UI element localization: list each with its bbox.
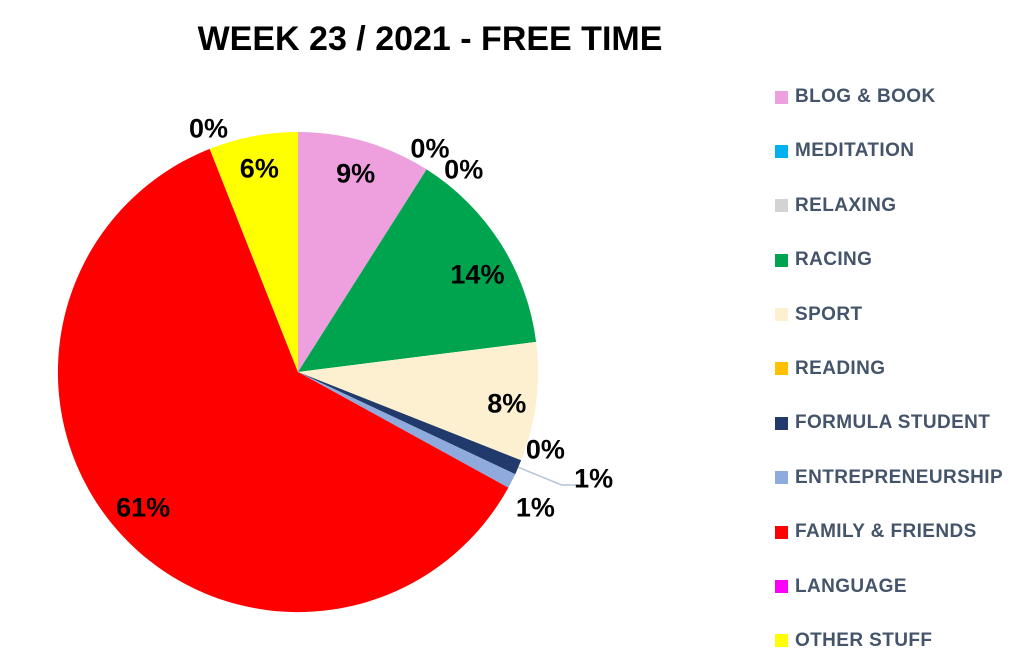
pie-slice-racing: [298, 169, 537, 372]
legend-swatch-meditation: [775, 144, 788, 158]
pie-label-meditation: 0%: [410, 133, 450, 164]
chart-title: WEEK 23 / 2021 - FREE TIME: [197, 20, 663, 58]
pie-label-sport: 8%: [487, 388, 527, 419]
legend-swatch-language: [775, 580, 788, 594]
pie-label-racing: 14%: [450, 259, 505, 290]
pie-label-reading: 0%: [525, 434, 565, 464]
pie-label-blog-book: 9%: [336, 158, 376, 189]
legend-item-racing: RACING: [775, 249, 1003, 271]
legend-item-meditation: MEDITATION: [775, 140, 1003, 162]
pie-label-entrepreneurship: 1%: [515, 492, 555, 523]
legend-label-reading: READING: [795, 357, 886, 379]
legend-item-language: LANGUAGE: [775, 575, 1003, 597]
pie-label-relaxing: 0%: [444, 154, 484, 185]
pie-label-other-stuff: 6%: [239, 153, 279, 184]
pie-slice-family-friends: [57, 148, 509, 613]
legend-swatch-other-stuff: [775, 634, 788, 648]
legend-label-language: LANGUAGE: [795, 575, 907, 597]
legend-swatch-racing: [775, 253, 788, 267]
legend-label-blog-book: BLOG & BOOK: [795, 86, 936, 107]
legend-swatch-reading: [775, 362, 788, 376]
legend-item-formula-student: FORMULA STUDENT: [775, 412, 1003, 434]
legend-label-racing: RACING: [795, 249, 873, 271]
legend-swatch-relaxing: [775, 199, 788, 213]
legend-swatch-formula-student: [775, 416, 788, 430]
legend-item-reading: READING: [775, 357, 1003, 379]
legend-item-other-stuff: OTHER STUFF: [775, 629, 1003, 651]
pie-slice-blog-book: [298, 132, 427, 372]
leader-line-formula-student: [518, 466, 579, 486]
pie-slice-formula-student: [298, 372, 522, 475]
pie-slice-sport: [298, 341, 538, 461]
pie-label-family-friends: 61%: [116, 492, 171, 523]
pie-label-formula-student: 1%: [574, 463, 614, 494]
legend: BLOG & BOOK MEDITATION RELAXING RACING SPORT…: [775, 86, 1004, 651]
legend-item-blog-book: BLOG & BOOK: [775, 86, 1003, 107]
legend-item-relaxing: RELAXING: [775, 194, 1003, 216]
legend-swatch-blog-book: [775, 90, 788, 104]
legend-label-entrepreneurship: ENTREPRENEURSHIP: [795, 466, 1004, 488]
legend-label-relaxing: RELAXING: [795, 194, 897, 216]
legend-label-family-friends: FAMILY & FRIENDS: [795, 521, 977, 543]
legend-item-sport: SPORT: [775, 303, 1003, 325]
legend-label-formula-student: FORMULA STUDENT: [795, 412, 991, 434]
legend-swatch-entrepreneurship: [775, 471, 788, 485]
legend-swatch-sport: [775, 308, 788, 322]
pie-label-language: 0%: [188, 113, 228, 144]
pie-slice-entrepreneurship: [298, 372, 516, 488]
legend-item-family-friends: FAMILY & FRIENDS: [775, 521, 1003, 543]
legend-label-sport: SPORT: [795, 303, 863, 325]
pie-slice-other-stuff: [209, 132, 298, 372]
legend-label-other-stuff: OTHER STUFF: [795, 629, 933, 651]
legend-swatch-family-friends: [775, 525, 788, 539]
legend-label-meditation: MEDITATION: [795, 140, 915, 162]
legend-item-entrepreneurship: ENTREPRENEURSHIP: [775, 466, 1004, 488]
